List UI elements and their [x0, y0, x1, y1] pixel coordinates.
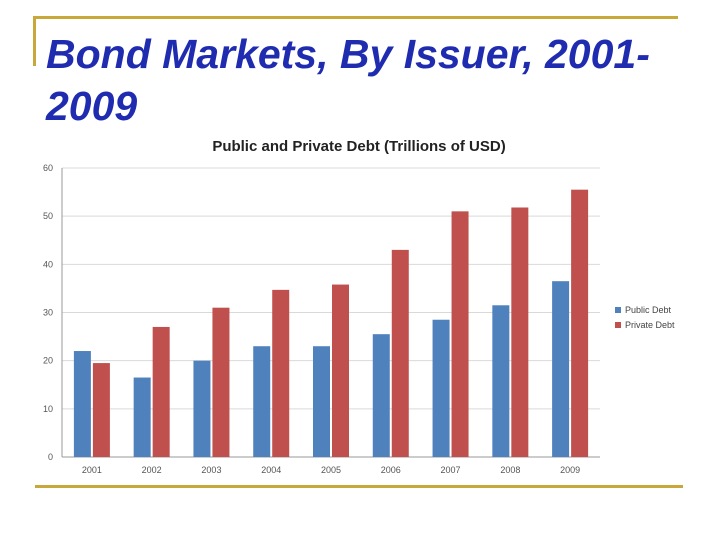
- bar-private-debt-2002: [152, 326, 170, 457]
- bar-private-debt-2008: [511, 207, 529, 457]
- x-tick-label: 2006: [381, 465, 401, 475]
- y-tick-label: 0: [48, 452, 53, 462]
- x-tick-label: 2009: [560, 465, 580, 475]
- bar-public-debt-2005: [313, 346, 330, 457]
- bar-private-debt-2009: [571, 189, 589, 458]
- x-tick-label: 2001: [82, 465, 102, 475]
- y-tick-label: 40: [43, 259, 53, 269]
- bar-public-debt-2009: [552, 281, 570, 457]
- bar-private-debt-2001: [92, 363, 110, 457]
- bar-public-debt-2006: [372, 334, 390, 457]
- bar-public-debt-2004: [253, 346, 271, 457]
- legend-swatch: [615, 307, 621, 313]
- bar-public-debt-2007: [432, 319, 450, 457]
- legend-label: Public Debt: [625, 305, 672, 315]
- bar-private-debt-2003: [212, 307, 230, 457]
- bar-public-debt-2008: [492, 305, 510, 457]
- left-rule: [33, 16, 36, 66]
- chart-title: Public and Private Debt (Trillions of US…: [212, 138, 505, 155]
- bar-public-debt-2003: [193, 360, 211, 457]
- legend-swatch: [615, 322, 621, 328]
- x-tick-label: 2005: [321, 465, 341, 475]
- y-tick-label: 30: [43, 308, 53, 318]
- y-tick-label: 60: [43, 163, 53, 173]
- legend-label: Private Debt: [625, 320, 675, 330]
- x-tick-label: 2002: [142, 465, 162, 475]
- bar-private-debt-2006: [391, 249, 409, 457]
- y-tick-label: 10: [43, 404, 53, 414]
- slide-title: Bond Markets, By Issuer, 2001-2009: [46, 31, 650, 129]
- bar-public-debt-2002: [133, 377, 151, 457]
- x-tick-label: 2007: [441, 465, 461, 475]
- y-tick-label: 20: [43, 356, 53, 366]
- x-tick-label: 2004: [261, 465, 281, 475]
- bar-private-debt-2004: [272, 289, 290, 457]
- bottom-rule: [35, 485, 683, 488]
- top-rule: [33, 16, 678, 19]
- x-tick-label: 2003: [201, 465, 221, 475]
- bar-public-debt-2001: [73, 351, 91, 457]
- bar-private-debt-2007: [451, 211, 469, 457]
- x-tick-label: 2008: [500, 465, 520, 475]
- bar-private-debt-2005: [332, 284, 349, 457]
- y-tick-label: 50: [43, 211, 53, 221]
